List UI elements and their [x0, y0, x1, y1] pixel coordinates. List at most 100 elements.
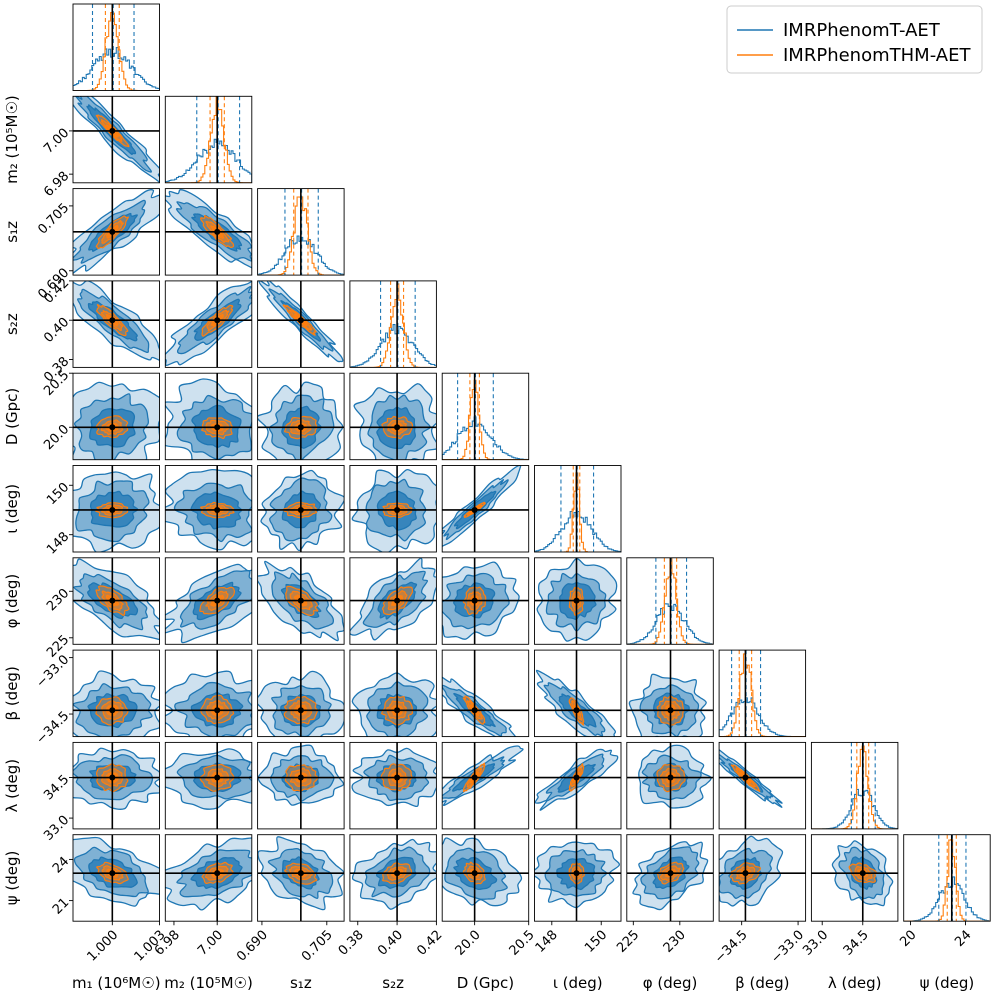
x-axis-label-phi: φ (deg): [643, 974, 698, 992]
panel-iota-vs-s2z: [349, 465, 437, 553]
panel-frame: [72, 834, 160, 922]
y-tick-label-m2: 6.98: [41, 169, 72, 200]
panel-s1z-vs-s1z: [257, 188, 345, 276]
x-axis-label-D: D (Gpc): [457, 974, 514, 992]
panel-s1z-vs-m1: [72, 188, 160, 276]
panel-phi-vs-s1z: [257, 557, 345, 645]
truth-marker: [573, 597, 580, 604]
panel-frame: [349, 372, 437, 461]
x-tick-label-m1: 1.000: [84, 928, 121, 965]
hist-series1-s2z: [349, 324, 437, 368]
truth-marker: [109, 774, 116, 781]
x-tick-label-iota: 150: [582, 928, 610, 956]
x-tick-label-s2z: 0.38: [336, 928, 367, 959]
x-axis-label-m1: m₁ (10⁶M☉): [72, 974, 161, 992]
truth-marker: [573, 774, 580, 781]
panel-phi-vs-m1: [72, 557, 160, 645]
panel-beta-vs-s2z: [349, 649, 437, 738]
panel-psi-vs-m2: [164, 834, 253, 922]
x-tick-label-psi: 20: [897, 928, 919, 950]
truth-marker: [214, 506, 221, 513]
panel-iota-vs-m1: [72, 465, 160, 553]
truth-marker: [109, 707, 116, 714]
hist-series2-lambda: [811, 745, 898, 829]
panel-lambda-vs-m2: [164, 741, 253, 830]
panel-frame: [349, 557, 437, 645]
x-tick-label-lambda: 34.5: [841, 928, 872, 959]
truth-marker: [471, 870, 478, 877]
panel-frame: [164, 465, 253, 553]
x-axis-label-s1z: s₁z: [290, 974, 312, 992]
panel-frame: [810, 834, 899, 922]
panel-frame: [72, 188, 160, 276]
panel-frame: [72, 465, 160, 553]
x-tick-label-iota: 148: [533, 928, 561, 956]
panel-lambda-vs-s2z: [349, 741, 437, 830]
y-tick-label-iota: 150: [44, 480, 72, 508]
panel-beta-vs-iota: [534, 649, 622, 738]
panel-frame: [626, 649, 714, 738]
panel-psi-vs-phi: [626, 834, 714, 922]
panel-frame: [349, 465, 437, 553]
panel-frame: [534, 465, 622, 553]
panel-psi-vs-lambda: [810, 834, 899, 922]
y-axis-label-s1z: s₁z: [3, 221, 21, 243]
panel-frame: [72, 649, 160, 738]
panel-frame: [257, 557, 345, 645]
y-tick-label-lambda: 33.0: [41, 813, 72, 844]
truth-marker: [109, 870, 116, 877]
x-axis-label-lambda: λ (deg): [828, 974, 882, 992]
panel-beta-vs-m2: [164, 649, 253, 738]
panel-D-vs-m1: [72, 372, 160, 461]
panel-frame: [441, 649, 530, 738]
x-tick-label-s1z: 0.705: [299, 928, 336, 965]
panel-psi-vs-beta: [718, 834, 807, 922]
y-tick-label-beta: −34.5: [34, 709, 73, 748]
truth-marker: [214, 597, 221, 604]
panel-frame: [718, 741, 807, 830]
x-tick-label-s2z: 0.42: [414, 928, 445, 959]
y-tick-label-D: 20.0: [41, 422, 72, 453]
panel-psi-vs-iota: [534, 834, 622, 922]
panel-frame: [810, 741, 899, 830]
panel-psi-vs-s2z: [349, 834, 437, 922]
panel-frame: [626, 741, 714, 830]
truth-marker: [394, 707, 401, 714]
truth-marker: [859, 870, 866, 877]
y-tick-label-psi: 24: [50, 854, 72, 876]
truth-marker: [394, 774, 401, 781]
panel-frame: [164, 188, 253, 276]
hist-series2-m2: [165, 96, 252, 183]
panel-frame: [718, 834, 807, 922]
panel-lambda-vs-D: [441, 741, 530, 830]
panel-frame: [534, 834, 622, 922]
truth-marker: [394, 424, 401, 431]
truth-marker: [297, 597, 304, 604]
panel-D-vs-D: [441, 372, 530, 461]
truth-marker: [109, 506, 116, 513]
truth-marker: [214, 774, 221, 781]
panel-frame: [72, 557, 160, 645]
x-axis-label-beta: β (deg): [735, 974, 789, 992]
x-axis-label-iota: ι (deg): [553, 974, 603, 992]
x-tick-label-s2z: 0.40: [375, 928, 406, 959]
x-tick-label-m2: 7.00: [195, 928, 226, 959]
panel-frame: [441, 834, 530, 922]
panel-psi-vs-m1: [72, 834, 160, 922]
panel-lambda-vs-m1: [72, 741, 160, 830]
panel-frame: [164, 372, 253, 461]
y-axis-label-lambda: λ (deg): [3, 759, 21, 813]
x-tick-label-lambda: 33.0: [800, 928, 831, 959]
panel-frame: [349, 280, 437, 368]
panel-beta-vs-D: [441, 649, 530, 738]
x-tick-label-phi: 230: [661, 928, 689, 956]
panel-D-vs-s1z: [257, 372, 345, 461]
y-tick-label-m2: 7.00: [41, 126, 72, 157]
panel-frame: [257, 280, 345, 368]
legend-box: [726, 5, 983, 74]
panel-psi-vs-psi: [903, 834, 991, 922]
truth-marker: [573, 707, 580, 714]
y-tick-label-psi: 21: [50, 895, 72, 917]
panel-frame: [903, 834, 991, 922]
panel-phi-vs-D: [441, 557, 530, 645]
